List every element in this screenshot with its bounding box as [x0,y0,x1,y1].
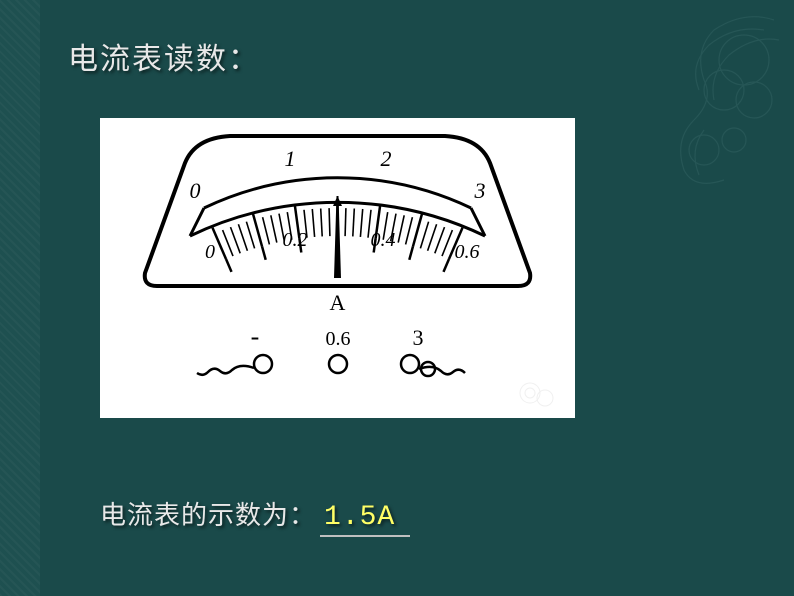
answer-line: 电流表的示数为： 1.5A [100,495,410,537]
answer-value: 1.5A [320,502,410,537]
slide-title: 电流表读数： [68,34,260,78]
svg-text:0.4: 0.4 [371,229,396,251]
svg-text:0: 0 [205,241,215,263]
svg-text:1: 1 [285,146,296,171]
answer-prompt: 电流表的示数为： [100,495,316,532]
ammeter-diagram: 0 1 2 3 0 0.2 0.4 0.6 A - 0.6 [100,118,575,418]
watermark [520,383,553,406]
svg-text:3: 3 [413,325,424,350]
svg-text:2: 2 [381,146,392,171]
left-texture-strip [0,0,40,596]
svg-text:0.2: 0.2 [283,229,308,251]
svg-text:-: - [251,322,260,351]
svg-text:0: 0 [190,178,201,203]
svg-text:0.6: 0.6 [326,328,351,350]
terminals: - 0.6 3 [197,322,465,376]
svg-text:3: 3 [474,178,486,203]
unit-label: A [330,290,346,315]
phoenix-decoration [594,0,794,200]
svg-text:0.6: 0.6 [455,241,480,263]
